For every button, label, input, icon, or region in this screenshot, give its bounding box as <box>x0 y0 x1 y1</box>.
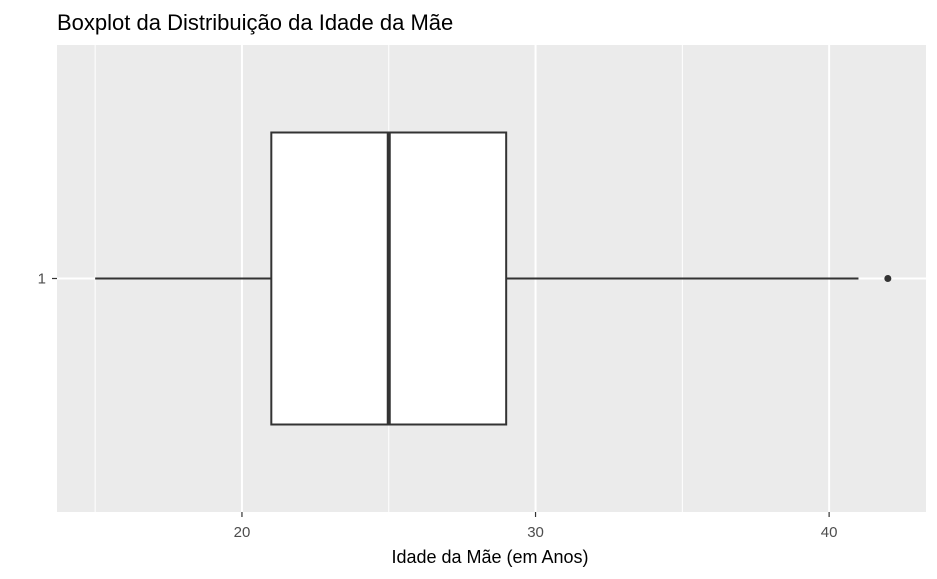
box-marks <box>95 131 892 426</box>
chart-title: Boxplot da Distribuição da Idade da Mãe <box>57 10 453 35</box>
outlier-point <box>884 275 892 282</box>
y-tick-label: 1 <box>38 271 46 288</box>
x-tick-label: 40 <box>821 524 838 541</box>
x-tick-label: 30 <box>527 524 544 541</box>
x-tick-label: 20 <box>234 524 251 541</box>
x-axis-title: Idade da Mãe (em Anos) <box>391 547 588 567</box>
y-axis: 1 <box>38 271 57 288</box>
x-axis: 20 30 40 <box>234 512 838 541</box>
